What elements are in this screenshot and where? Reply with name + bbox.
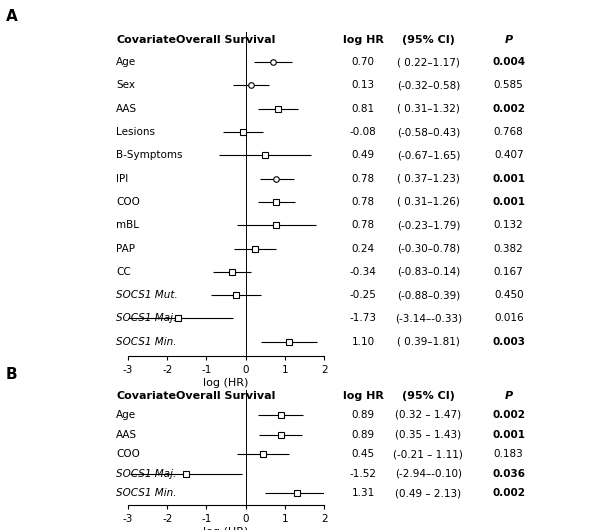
Text: 0.183: 0.183 bbox=[494, 449, 524, 459]
Text: COO: COO bbox=[116, 449, 140, 459]
Text: SOCS1 Min.: SOCS1 Min. bbox=[116, 337, 177, 347]
Text: 0.002: 0.002 bbox=[492, 410, 525, 420]
Text: mBL: mBL bbox=[116, 220, 139, 230]
Text: 0.001: 0.001 bbox=[492, 174, 525, 183]
Text: Age: Age bbox=[116, 57, 136, 67]
Text: Age: Age bbox=[116, 410, 136, 420]
Text: A: A bbox=[6, 9, 18, 24]
Text: 0.016: 0.016 bbox=[494, 313, 524, 323]
Text: 0.78: 0.78 bbox=[352, 174, 374, 183]
Text: IPI: IPI bbox=[116, 174, 129, 183]
Text: ( 0.39–1.81): ( 0.39–1.81) bbox=[397, 337, 460, 347]
X-axis label: log (HR): log (HR) bbox=[203, 377, 249, 387]
Text: 0.132: 0.132 bbox=[494, 220, 524, 230]
Text: 1.10: 1.10 bbox=[352, 337, 374, 347]
Text: Overall Survival: Overall Survival bbox=[176, 391, 276, 401]
Text: ( 0.22–1.17): ( 0.22–1.17) bbox=[397, 57, 460, 67]
Text: 0.036: 0.036 bbox=[492, 469, 525, 479]
Text: 0.382: 0.382 bbox=[494, 244, 524, 253]
Text: ( 0.31–1.32): ( 0.31–1.32) bbox=[397, 104, 460, 114]
Text: 0.004: 0.004 bbox=[492, 57, 525, 67]
Text: (-2.94–-0.10): (-2.94–-0.10) bbox=[395, 469, 462, 479]
Text: -1.52: -1.52 bbox=[349, 469, 377, 479]
Text: (0.49 – 2.13): (0.49 – 2.13) bbox=[395, 488, 462, 498]
Text: 0.89: 0.89 bbox=[352, 429, 374, 439]
Text: CC: CC bbox=[116, 267, 131, 277]
Text: B-Symptoms: B-Symptoms bbox=[116, 151, 183, 160]
Text: P: P bbox=[505, 35, 513, 45]
Text: PAP: PAP bbox=[116, 244, 135, 253]
Text: B: B bbox=[6, 367, 18, 382]
Text: SOCS1 Min.: SOCS1 Min. bbox=[116, 488, 177, 498]
Text: 0.89: 0.89 bbox=[352, 410, 374, 420]
Text: 0.450: 0.450 bbox=[494, 290, 524, 300]
Text: SOCS1 Maj.: SOCS1 Maj. bbox=[116, 313, 176, 323]
Text: AAS: AAS bbox=[116, 429, 137, 439]
Text: (-0.58–0.43): (-0.58–0.43) bbox=[397, 127, 460, 137]
Text: (-0.23–1.79): (-0.23–1.79) bbox=[397, 220, 460, 230]
X-axis label: log (HR): log (HR) bbox=[203, 527, 249, 530]
Text: 0.24: 0.24 bbox=[352, 244, 374, 253]
Text: (-0.67–1.65): (-0.67–1.65) bbox=[397, 151, 460, 160]
Text: (-3.14–-0.33): (-3.14–-0.33) bbox=[395, 313, 462, 323]
Text: (-0.32–0.58): (-0.32–0.58) bbox=[397, 81, 460, 91]
Text: Covariate: Covariate bbox=[116, 35, 176, 45]
Text: Lesions: Lesions bbox=[116, 127, 155, 137]
Text: 0.70: 0.70 bbox=[352, 57, 374, 67]
Text: -0.25: -0.25 bbox=[349, 290, 377, 300]
Text: SOCS1 Maj.: SOCS1 Maj. bbox=[116, 469, 176, 479]
Text: (95% CI): (95% CI) bbox=[402, 391, 455, 401]
Text: 0.001: 0.001 bbox=[492, 429, 525, 439]
Text: (0.35 – 1.43): (0.35 – 1.43) bbox=[395, 429, 462, 439]
Text: 0.002: 0.002 bbox=[492, 488, 525, 498]
Text: -0.08: -0.08 bbox=[350, 127, 376, 137]
Text: (-0.21 – 1.11): (-0.21 – 1.11) bbox=[393, 449, 464, 459]
Text: 0.768: 0.768 bbox=[494, 127, 524, 137]
Text: 0.407: 0.407 bbox=[494, 151, 524, 160]
Text: SOCS1 Mut.: SOCS1 Mut. bbox=[116, 290, 178, 300]
Text: 0.003: 0.003 bbox=[492, 337, 525, 347]
Text: 0.78: 0.78 bbox=[352, 220, 374, 230]
Text: -0.34: -0.34 bbox=[349, 267, 377, 277]
Text: 0.13: 0.13 bbox=[352, 81, 374, 91]
Text: 1.31: 1.31 bbox=[351, 488, 375, 498]
Text: (95% CI): (95% CI) bbox=[402, 35, 455, 45]
Text: 0.49: 0.49 bbox=[352, 151, 374, 160]
Text: (-0.88–0.39): (-0.88–0.39) bbox=[397, 290, 460, 300]
Text: 0.002: 0.002 bbox=[492, 104, 525, 114]
Text: 0.45: 0.45 bbox=[352, 449, 374, 459]
Text: 0.585: 0.585 bbox=[494, 81, 524, 91]
Text: 0.78: 0.78 bbox=[352, 197, 374, 207]
Text: 0.81: 0.81 bbox=[352, 104, 374, 114]
Text: (0.32 – 1.47): (0.32 – 1.47) bbox=[395, 410, 462, 420]
Text: log HR: log HR bbox=[343, 391, 383, 401]
Text: Sex: Sex bbox=[116, 81, 135, 91]
Text: ( 0.31–1.26): ( 0.31–1.26) bbox=[397, 197, 460, 207]
Text: -1.73: -1.73 bbox=[349, 313, 377, 323]
Text: (-0.83–0.14): (-0.83–0.14) bbox=[397, 267, 460, 277]
Text: 0.001: 0.001 bbox=[492, 197, 525, 207]
Text: P: P bbox=[505, 391, 513, 401]
Text: Covariate: Covariate bbox=[116, 391, 176, 401]
Text: AAS: AAS bbox=[116, 104, 137, 114]
Text: Overall Survival: Overall Survival bbox=[176, 35, 276, 45]
Text: ( 0.37–1.23): ( 0.37–1.23) bbox=[397, 174, 460, 183]
Text: log HR: log HR bbox=[343, 35, 383, 45]
Text: (-0.30–0.78): (-0.30–0.78) bbox=[397, 244, 460, 253]
Text: COO: COO bbox=[116, 197, 140, 207]
Text: 0.167: 0.167 bbox=[494, 267, 524, 277]
